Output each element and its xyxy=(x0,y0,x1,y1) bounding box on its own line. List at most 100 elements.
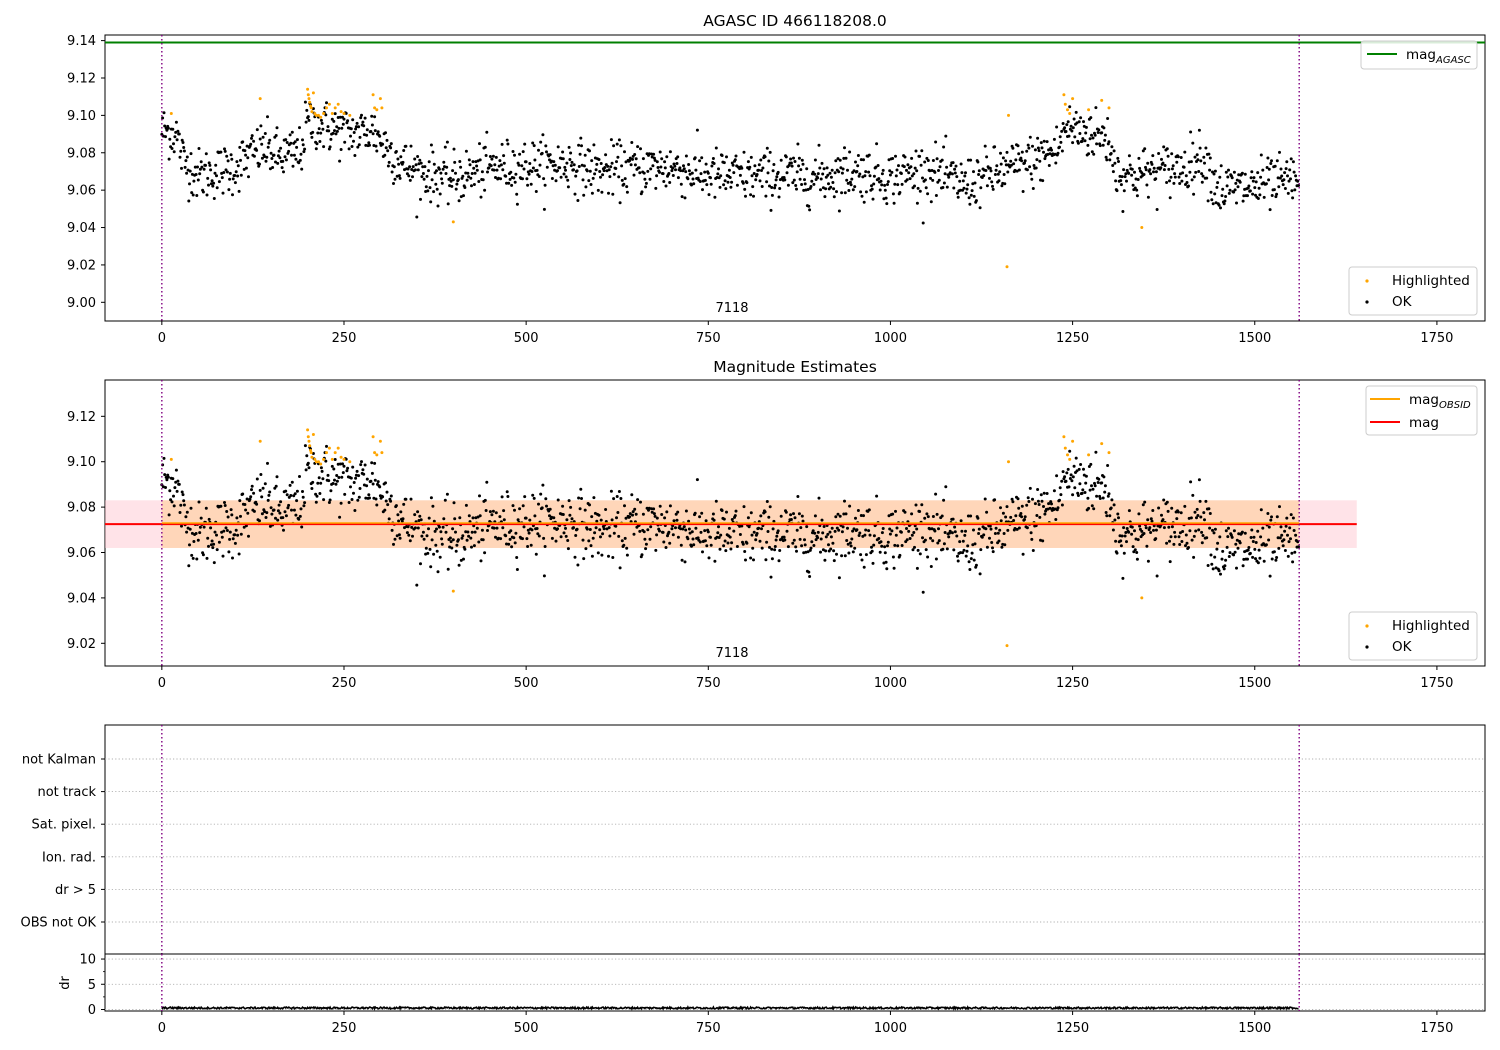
data-point xyxy=(988,166,992,170)
data-point xyxy=(197,500,201,504)
data-point xyxy=(1133,529,1136,533)
data-point xyxy=(968,568,972,571)
data-point xyxy=(646,169,650,173)
data-point xyxy=(419,562,422,566)
data-point xyxy=(550,536,554,540)
data-point xyxy=(1079,116,1083,120)
data-point xyxy=(733,158,737,162)
data-point xyxy=(174,480,178,484)
data-point xyxy=(1206,564,1210,567)
data-point xyxy=(833,171,837,175)
data-point xyxy=(1101,143,1105,147)
data-point xyxy=(956,191,959,195)
data-point xyxy=(1015,527,1019,531)
data-point xyxy=(872,182,876,186)
data-point xyxy=(344,457,348,461)
data-point xyxy=(485,130,489,134)
data-point xyxy=(380,451,384,455)
data-point xyxy=(1262,559,1266,563)
data-point xyxy=(593,172,597,176)
data-point xyxy=(1227,168,1230,172)
data-point xyxy=(893,182,897,186)
data-point xyxy=(331,131,335,135)
data-point xyxy=(1243,531,1247,535)
data-point xyxy=(630,141,634,144)
data-point xyxy=(980,535,984,539)
data-point xyxy=(713,559,717,563)
data-point xyxy=(360,113,363,117)
data-point xyxy=(483,551,487,555)
data-point xyxy=(1091,136,1095,140)
data-point xyxy=(423,165,427,169)
data-point xyxy=(834,159,838,163)
data-point xyxy=(206,536,210,540)
data-point xyxy=(1090,484,1093,488)
data-point xyxy=(998,170,1002,174)
data-point xyxy=(671,533,675,537)
data-point xyxy=(1052,489,1056,493)
data-point xyxy=(1294,533,1298,537)
data-point xyxy=(1108,514,1112,518)
data-point xyxy=(465,178,469,182)
data-point xyxy=(878,188,882,192)
data-point xyxy=(966,183,970,187)
data-point xyxy=(872,534,876,538)
data-point xyxy=(972,558,976,562)
data-point xyxy=(550,177,554,180)
data-point xyxy=(327,446,331,450)
data-point xyxy=(434,182,438,186)
data-point xyxy=(767,515,771,519)
x-tick-label: 500 xyxy=(514,1021,539,1036)
data-point xyxy=(174,120,178,124)
data-point xyxy=(824,175,828,179)
data-point xyxy=(184,515,188,519)
data-point xyxy=(535,168,539,172)
data-point xyxy=(1029,531,1033,535)
data-point xyxy=(242,525,246,529)
data-point xyxy=(384,146,388,150)
data-point xyxy=(338,515,342,519)
data-point xyxy=(1119,179,1123,183)
data-point xyxy=(548,153,552,157)
data-point xyxy=(311,91,315,95)
data-point xyxy=(819,177,823,181)
data-point xyxy=(1251,192,1255,196)
data-point xyxy=(1214,566,1218,570)
data-point xyxy=(604,508,608,511)
data-point xyxy=(413,168,417,172)
data-point xyxy=(958,551,962,555)
data-point xyxy=(1137,512,1141,516)
data-point xyxy=(969,514,973,518)
data-point xyxy=(446,202,450,206)
data-point xyxy=(290,153,293,157)
data-point xyxy=(1035,158,1039,162)
data-point xyxy=(886,183,889,186)
data-point xyxy=(212,542,216,546)
data-point xyxy=(481,178,485,182)
data-point xyxy=(1264,182,1268,186)
data-point xyxy=(369,130,373,133)
data-point xyxy=(343,140,347,144)
data-point xyxy=(552,516,556,520)
data-point xyxy=(970,551,974,555)
data-point xyxy=(632,173,636,177)
data-point xyxy=(867,153,871,157)
data-point xyxy=(1193,155,1197,159)
data-point xyxy=(298,126,301,130)
data-point xyxy=(885,567,889,571)
data-point xyxy=(843,554,847,558)
data-point xyxy=(1097,477,1101,481)
data-point xyxy=(1251,555,1255,559)
data-point xyxy=(386,149,390,153)
data-point xyxy=(817,496,821,500)
data-point xyxy=(856,164,860,168)
data-point xyxy=(991,184,994,188)
data-point xyxy=(502,161,506,165)
data-point xyxy=(1150,519,1154,523)
data-point xyxy=(424,185,428,189)
data-point xyxy=(1127,509,1131,513)
data-point xyxy=(749,155,753,159)
data-point xyxy=(892,566,896,570)
data-point xyxy=(1280,174,1284,178)
data-point xyxy=(502,154,506,158)
